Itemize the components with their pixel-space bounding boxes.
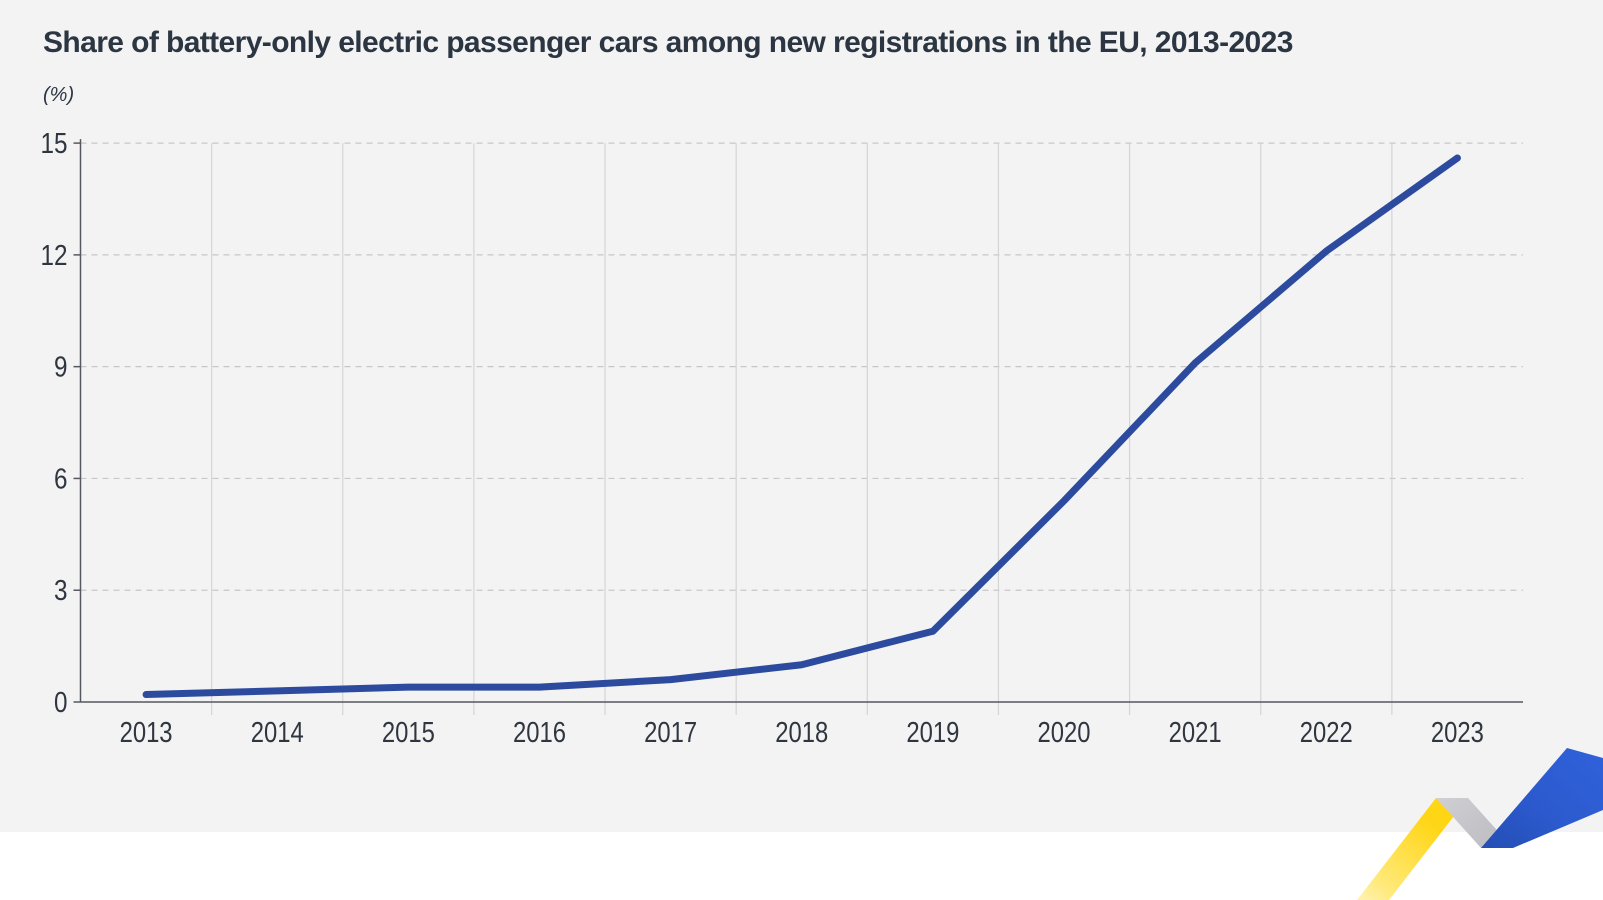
x-tick-label: 2018 [775, 717, 828, 749]
y-tick-label: 0 [54, 687, 68, 719]
x-tick-label: 2023 [1431, 717, 1484, 749]
x-tick-label: 2022 [1300, 717, 1353, 749]
x-tick-label: 2019 [906, 717, 959, 749]
data-line [142, 154, 1461, 699]
y-tick-label: 3 [54, 575, 68, 607]
y-tick-label: 6 [54, 463, 68, 495]
chart-title: Share of battery-only electric passenger… [43, 26, 1293, 59]
y-tick-label: 15 [41, 128, 68, 160]
x-tick-label: 2021 [1169, 717, 1222, 749]
x-tick-label: 2020 [1038, 717, 1091, 749]
x-tick-label: 2013 [120, 717, 173, 749]
x-tick-label: 2015 [382, 717, 435, 749]
footer: eurostat [0, 832, 1603, 900]
line-chart: 0 3 6 9 12 15 2013 2014 2015 2016 2017 2018 2019 2020… [41, 128, 1523, 749]
x-tick-label: 2016 [513, 717, 566, 749]
y-tick-label: 12 [41, 240, 68, 272]
x-tick-label: 2014 [251, 717, 304, 749]
x-tick-label: 2017 [644, 717, 697, 749]
chart-unit-label: (%) [43, 84, 75, 106]
y-tick-label: 9 [54, 352, 68, 384]
